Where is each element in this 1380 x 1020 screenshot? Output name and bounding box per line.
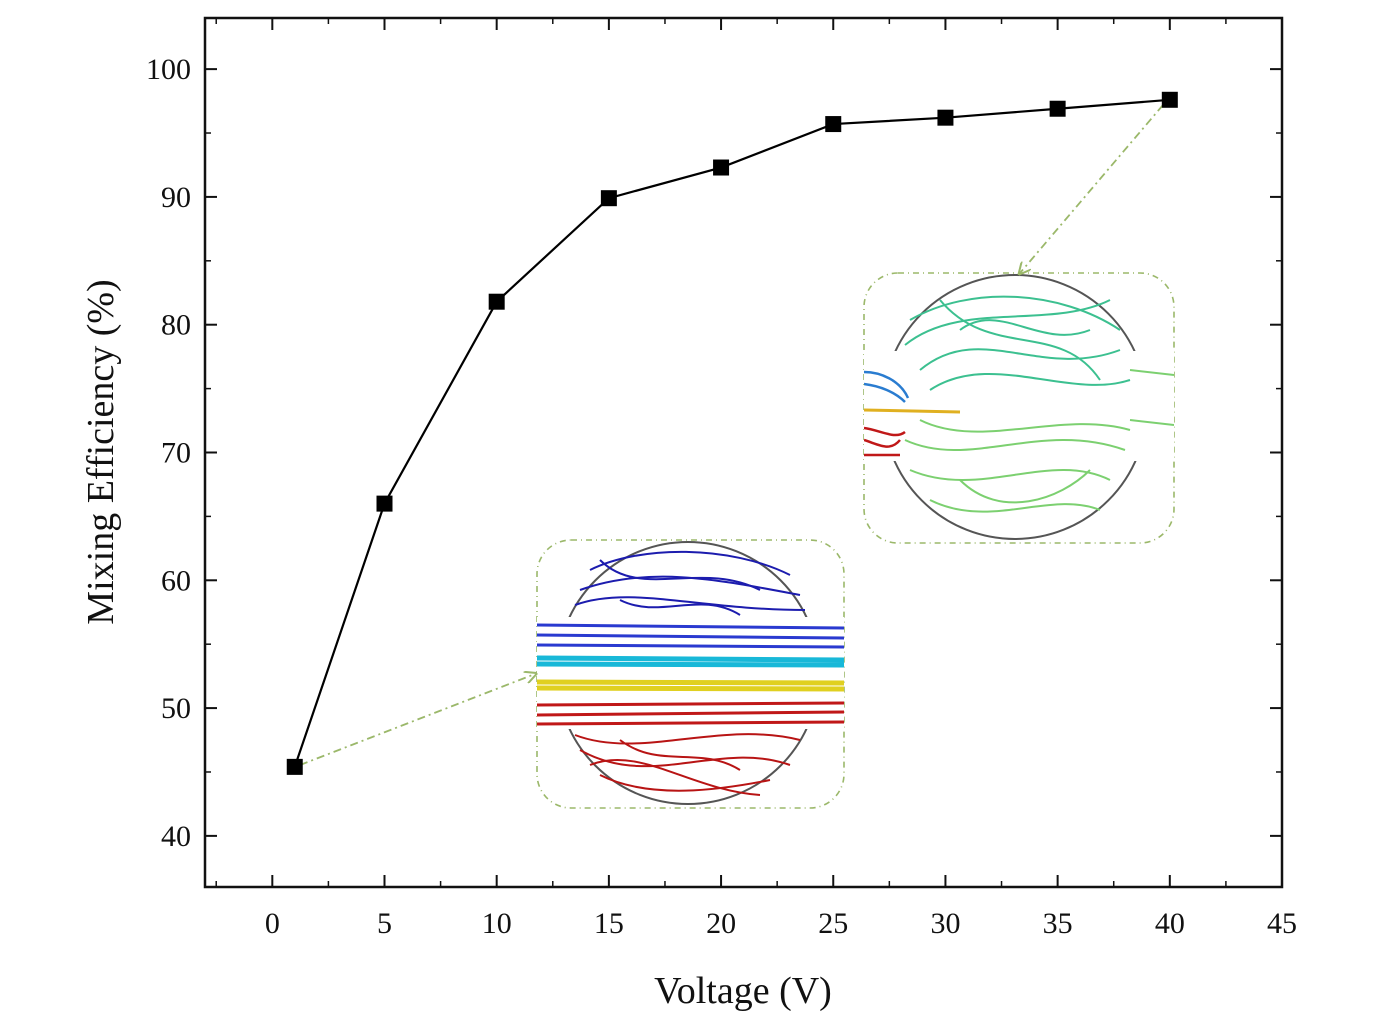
y-tick-labels: 40 50 60 70 80 90 100 bbox=[146, 53, 191, 853]
y-tick-label: 50 bbox=[161, 692, 191, 725]
x-tick-label: 25 bbox=[818, 907, 848, 940]
data-point bbox=[488, 293, 505, 310]
y-axis-title: Mixing Efficiency (%) bbox=[80, 279, 122, 624]
inset-streamline-low-voltage bbox=[536, 539, 845, 809]
y-tick-label: 60 bbox=[161, 564, 191, 597]
inset-streamline-high-voltage bbox=[863, 272, 1175, 544]
data-point bbox=[937, 109, 954, 126]
y-tick-label: 40 bbox=[161, 820, 191, 853]
x-tick-label: 20 bbox=[706, 907, 736, 940]
axis-ticks bbox=[205, 18, 1283, 887]
x-tick-label: 40 bbox=[1155, 907, 1185, 940]
y-tick-label: 80 bbox=[161, 309, 191, 342]
data-point bbox=[713, 159, 730, 176]
x-tick-label: 30 bbox=[930, 907, 960, 940]
data-point bbox=[1161, 91, 1178, 108]
data-point bbox=[286, 758, 303, 775]
pointer-arrow-low bbox=[299, 674, 535, 766]
x-tick-label: 5 bbox=[377, 907, 392, 940]
x-tick-label: 45 bbox=[1267, 907, 1297, 940]
x-axis-title: Voltage (V) bbox=[654, 970, 832, 1012]
y-tick-label: 100 bbox=[146, 53, 191, 86]
data-point bbox=[600, 190, 617, 207]
x-tick-label: 10 bbox=[482, 907, 512, 940]
data-point bbox=[825, 116, 842, 133]
pointer-arrow-high bbox=[1020, 104, 1164, 273]
x-tick-label: 0 bbox=[265, 907, 280, 940]
data-point bbox=[1049, 100, 1066, 117]
x-tick-labels: 0 5 10 15 20 25 30 35 40 45 bbox=[265, 907, 1297, 940]
x-tick-label: 15 bbox=[594, 907, 624, 940]
x-tick-label: 35 bbox=[1043, 907, 1073, 940]
series-group bbox=[286, 91, 1178, 775]
y-tick-label: 90 bbox=[161, 181, 191, 214]
data-point bbox=[376, 495, 393, 512]
y-tick-label: 70 bbox=[161, 437, 191, 470]
